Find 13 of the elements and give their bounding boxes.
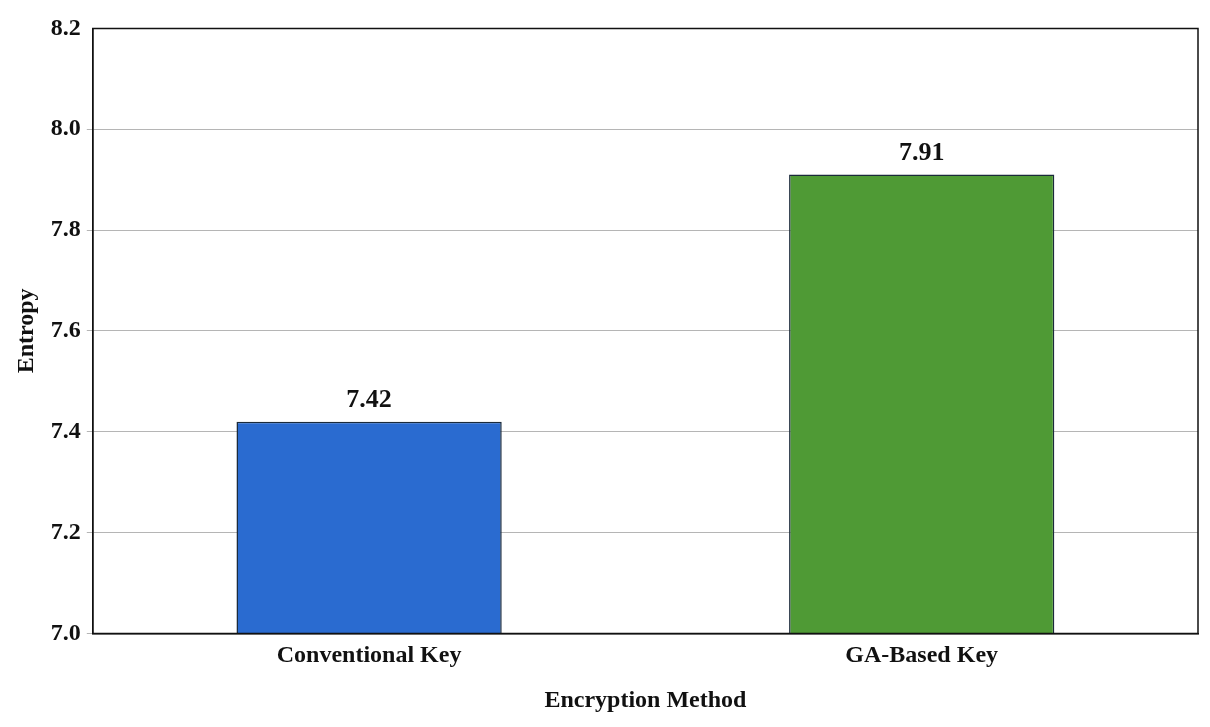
y-tick-label: 7.2	[50, 517, 81, 544]
y-tick-label: 8.2	[50, 13, 81, 40]
y-tick-label: 7.0	[50, 618, 81, 645]
y-axis-title: Entropy	[11, 288, 38, 374]
y-tick-label: 8.0	[50, 114, 81, 141]
y-tick-label: 7.8	[50, 215, 81, 242]
y-tick-label: 7.4	[50, 416, 81, 443]
data-label: 7.91	[898, 137, 945, 167]
x-tick-label: GA-Based Key	[845, 641, 999, 667]
y-tick-label: 7.6	[50, 316, 81, 343]
x-axis-title: Encryption Method	[544, 685, 748, 712]
data-label: 7.42	[346, 384, 392, 414]
x-tick-label: Conventional Key	[276, 641, 462, 667]
